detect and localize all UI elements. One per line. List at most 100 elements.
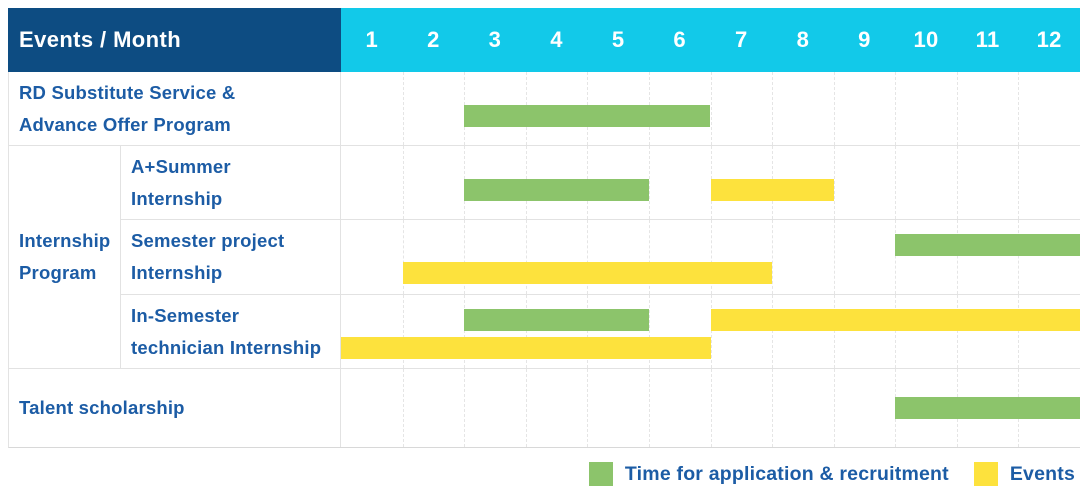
- month-gridline: [587, 220, 589, 294]
- label-line: Internship: [131, 187, 223, 209]
- label-line: Internship: [131, 262, 223, 283]
- month-gridline: [648, 220, 650, 294]
- group-label-internship-program: Internship Program: [9, 146, 121, 368]
- month-gridline: [1018, 220, 1020, 294]
- month-label: 3: [488, 27, 502, 52]
- row-label-semester-project-internship: Semester project Internship: [121, 220, 341, 294]
- table-header-row: Events / Month 1 2 3 4 5 6 7 8 9 10 11 12: [8, 8, 1080, 72]
- month-gridline: [464, 369, 466, 447]
- month-gridline: [587, 295, 589, 368]
- gantt-bar-green: [464, 309, 649, 331]
- month-gridline: [464, 295, 466, 368]
- label-line: Internship: [19, 230, 111, 251]
- month-gridline: [710, 295, 712, 368]
- gantt-bar-green: [464, 179, 649, 201]
- gantt-bar-green: [464, 105, 711, 127]
- month-gridline: [772, 220, 774, 294]
- month-gridline: [956, 72, 958, 145]
- label-line: Semester project: [131, 230, 285, 251]
- table-row: Semester project Internship: [121, 219, 1080, 294]
- month-label: 6: [673, 27, 686, 52]
- month-label: 12: [1036, 27, 1062, 52]
- month-gridline: [1018, 146, 1020, 219]
- label-line: Program: [19, 262, 97, 283]
- legend: Time for application & recruitment Events: [588, 461, 1075, 487]
- month-gridline: [833, 220, 835, 294]
- legend-item-yellow: Events: [973, 462, 1075, 486]
- month-gridline: [402, 146, 404, 219]
- table-body: RD Substitute Service & Advance Offer Pro…: [8, 72, 1080, 448]
- month-header-strip: 1 2 3 4 5 6 7 8 9 10 11 12: [341, 8, 1080, 72]
- month-gridline: [895, 220, 897, 294]
- label-line: Talent scholarship: [19, 397, 185, 418]
- table-row: In-Semester technician Internship: [121, 294, 1080, 368]
- gantt-row-chart: [341, 369, 1080, 447]
- month-gridline: [587, 369, 589, 447]
- month-gridline: [402, 369, 404, 447]
- label-line: A+Summer: [131, 155, 231, 177]
- month-gridline: [648, 146, 650, 219]
- table-title: Events / Month: [19, 27, 182, 52]
- gantt-row-chart: [341, 295, 1080, 368]
- month-gridline: [833, 369, 835, 447]
- month-gridline: [895, 72, 897, 145]
- month-gridline: [402, 220, 404, 294]
- month-gridline: [833, 72, 835, 145]
- month-gridline: [648, 369, 650, 447]
- row-label-rd-substitute: RD Substitute Service & Advance Offer Pro…: [9, 72, 341, 145]
- month-gridline: [772, 369, 774, 447]
- month-gridline: [525, 295, 527, 368]
- month-gridline: [710, 369, 712, 447]
- month-gridline: [772, 295, 774, 368]
- table-row: RD Substitute Service & Advance Offer Pro…: [9, 72, 1080, 145]
- green-legend-swatch: [588, 462, 613, 486]
- gantt-bar-yellow: [710, 179, 834, 201]
- month-label: 7: [734, 27, 748, 52]
- gantt-row-chart: [341, 72, 1080, 145]
- gantt-row-chart: [341, 146, 1080, 219]
- month-gridline: [833, 295, 835, 368]
- month-gridline: [464, 220, 466, 294]
- month-label: 5: [611, 27, 625, 52]
- gantt-bar-yellow: [402, 262, 773, 284]
- month-label: 2: [427, 27, 440, 52]
- month-label: 8: [796, 27, 810, 52]
- month-label: 4: [550, 27, 563, 52]
- label-line: technician Internship: [131, 336, 322, 358]
- table-row: A+Summer Internship: [121, 146, 1080, 219]
- label-line: Advance Offer Program: [19, 113, 231, 135]
- gantt-table: Events / Month 1 2 3 4 5 6 7 8 9 10 11 12 RD Substi…: [8, 8, 1080, 448]
- yellow-legend-swatch: [973, 462, 998, 486]
- gantt-bar-yellow: [341, 337, 711, 359]
- row-label-talent-scholarship: Talent scholarship: [9, 369, 341, 447]
- gantt-row-chart: [341, 220, 1080, 294]
- month-gridline: [1018, 295, 1020, 368]
- table-row: Talent scholarship: [9, 368, 1080, 447]
- row-label-a-summer-internship: A+Summer Internship: [121, 146, 341, 219]
- month-gridline: [648, 295, 650, 368]
- legend-item-green: Time for application & recruitment: [588, 462, 949, 486]
- month-label: 9: [858, 27, 871, 52]
- row-label-in-semester-technician-internship: In-Semester technician Internship: [121, 295, 341, 368]
- month-gridline: [956, 146, 958, 219]
- label-line: RD Substitute Service &: [19, 81, 236, 103]
- month-gridline: [525, 369, 527, 447]
- events-month-header-cell: Events / Month: [8, 8, 341, 72]
- month-gridline: [402, 295, 404, 368]
- month-label: 11: [975, 27, 1000, 52]
- month-gridline: [772, 72, 774, 145]
- gantt-bar-green: [895, 397, 1080, 419]
- month-gridline: [895, 146, 897, 219]
- month-label: 1: [365, 27, 379, 52]
- label-line: In-Semester: [131, 304, 240, 326]
- month-gridline: [1018, 72, 1020, 145]
- month-gridline: [956, 220, 958, 294]
- month-gridline: [710, 220, 712, 294]
- month-gridline: [895, 295, 897, 368]
- gantt-bar-yellow: [710, 309, 1080, 331]
- legend-label: Time for application & recruitment: [624, 462, 949, 485]
- month-label: 10: [913, 27, 939, 52]
- month-gridline: [833, 146, 835, 219]
- month-gridline: [525, 220, 527, 294]
- legend-label: Events: [1009, 462, 1075, 485]
